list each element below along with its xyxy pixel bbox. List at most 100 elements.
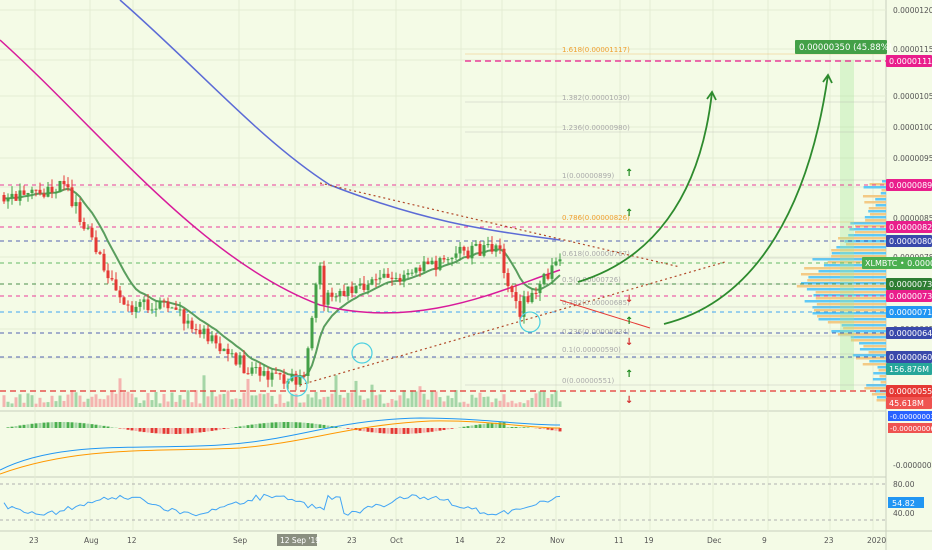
fib-level-label: 0.618(0.00000767) bbox=[562, 250, 630, 258]
macd-histogram-bar bbox=[23, 425, 26, 428]
candle-body bbox=[75, 202, 78, 206]
macd-histogram-bar bbox=[403, 428, 406, 434]
macd-histogram-bar bbox=[427, 428, 430, 432]
candle-body bbox=[531, 293, 534, 302]
volume-bar bbox=[75, 392, 78, 407]
candle-body bbox=[491, 244, 494, 252]
candle-body bbox=[207, 329, 210, 342]
candle-body bbox=[527, 296, 530, 302]
candle-body bbox=[379, 278, 382, 280]
volume-bar bbox=[287, 401, 290, 407]
candle-body bbox=[251, 367, 254, 373]
rsi-value-label: 54.82 bbox=[892, 499, 915, 508]
candle-body bbox=[403, 275, 406, 282]
candle-body bbox=[243, 355, 246, 373]
volume-bar bbox=[27, 393, 30, 407]
macd-histogram-bar bbox=[187, 428, 190, 434]
candle-body bbox=[515, 292, 518, 301]
macd-histogram-bar bbox=[71, 422, 74, 428]
macd-histogram-bar bbox=[27, 424, 30, 428]
candle-body bbox=[123, 297, 126, 304]
candle-body bbox=[331, 293, 334, 297]
volume-bar bbox=[99, 399, 102, 407]
candle-body bbox=[367, 285, 370, 290]
volume-bar bbox=[315, 392, 318, 407]
macd-histogram-bar bbox=[135, 428, 138, 431]
macd-histogram-bar bbox=[171, 428, 174, 434]
candle-body bbox=[115, 279, 118, 290]
volume-bar bbox=[547, 398, 550, 407]
candle-body bbox=[247, 373, 250, 374]
macd-histogram-bar bbox=[59, 422, 62, 428]
macd-histogram-bar bbox=[459, 427, 462, 428]
candle-body bbox=[39, 190, 42, 194]
macd-histogram-bar bbox=[83, 423, 86, 428]
macd-histogram-bar bbox=[147, 428, 150, 433]
candle-body bbox=[195, 329, 198, 330]
macd-histogram-bar bbox=[79, 423, 82, 428]
volume-bar bbox=[199, 403, 202, 407]
macd-histogram-bar bbox=[7, 427, 10, 428]
candle-body bbox=[11, 194, 14, 198]
macd-histogram-bar bbox=[159, 428, 162, 434]
macd-histogram-bar bbox=[103, 426, 106, 428]
price-level-label: 0.00000731 bbox=[889, 280, 932, 289]
volume-profile-bar bbox=[880, 375, 886, 378]
date-axis: 23 Aug 12 Sep 12 Sep '19 23 Oct 14 22 Nov 11 19 Dec 9… bbox=[29, 534, 886, 546]
candle-body bbox=[335, 296, 338, 297]
volume-bar bbox=[191, 402, 194, 407]
volume-bar bbox=[479, 393, 482, 407]
macd-histogram-bar bbox=[351, 428, 354, 429]
macd-histogram-bar bbox=[415, 428, 418, 433]
volume-bar bbox=[551, 394, 554, 407]
macd-histogram-bar bbox=[435, 428, 438, 431]
volume-bar bbox=[527, 400, 530, 407]
candle-body bbox=[363, 284, 366, 290]
candle-body bbox=[499, 245, 502, 248]
volume-bar bbox=[319, 399, 322, 407]
macd-histogram-bar bbox=[43, 423, 46, 428]
macd-histogram-bar bbox=[423, 428, 426, 433]
volume-profile-bar bbox=[864, 201, 886, 204]
volume-profile-bar bbox=[863, 345, 886, 348]
candle-body bbox=[175, 308, 178, 310]
fib-level-label: 1(0.00000899) bbox=[562, 172, 614, 180]
fib-level-label: 1.618(0.00001117) bbox=[562, 46, 630, 54]
volume-bar bbox=[487, 397, 490, 407]
volume-profile-bar bbox=[865, 219, 886, 222]
down-arrow-icon: ↓ bbox=[625, 337, 633, 348]
candle-body bbox=[279, 373, 282, 374]
price-level-label: 0.00001112 bbox=[889, 57, 932, 66]
date-tick-label: 9 bbox=[762, 536, 767, 545]
volume-bar bbox=[419, 386, 422, 407]
volume-bar bbox=[55, 401, 58, 407]
candle-body bbox=[511, 286, 514, 292]
macd-histogram-bar bbox=[199, 428, 202, 432]
volume-bar bbox=[159, 403, 162, 407]
volume-bar bbox=[171, 393, 174, 407]
macd-histogram-bar bbox=[19, 425, 22, 428]
volume-bar bbox=[495, 399, 498, 407]
volume-bar bbox=[467, 404, 470, 407]
volume-bar bbox=[447, 396, 450, 407]
candle-body bbox=[339, 291, 342, 296]
candle-body bbox=[83, 222, 86, 229]
volume-bar bbox=[223, 394, 226, 407]
volume-bar bbox=[47, 402, 50, 407]
volume-bar bbox=[367, 398, 370, 407]
candle-body bbox=[107, 270, 110, 278]
volume-bar bbox=[415, 391, 418, 407]
candle-body bbox=[471, 246, 474, 259]
up-arrow-icon: ↑ bbox=[625, 168, 633, 179]
volume-bar bbox=[523, 403, 526, 407]
macd-histogram-bar bbox=[487, 423, 490, 428]
fib-level-label: 1.382(0.00001030) bbox=[562, 94, 630, 102]
volume-bar bbox=[283, 403, 286, 407]
volume-bar bbox=[39, 398, 42, 407]
volume-bar bbox=[51, 396, 54, 407]
volume-bar bbox=[215, 396, 218, 407]
macd-histogram-bar bbox=[387, 428, 390, 434]
candle-body bbox=[183, 309, 186, 323]
macd-histogram-bar bbox=[239, 426, 242, 428]
